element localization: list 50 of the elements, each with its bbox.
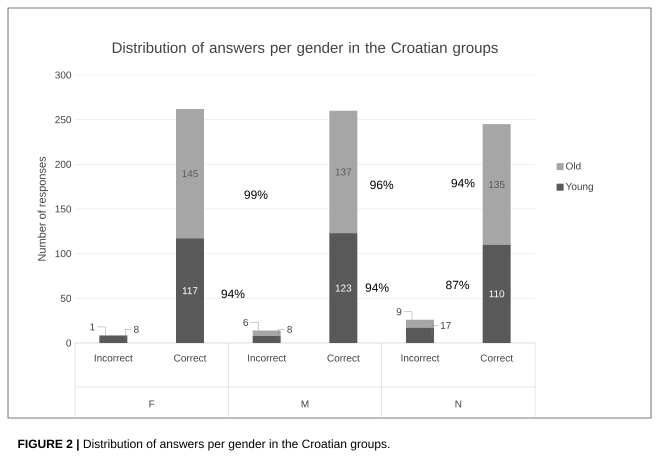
data-label: 110 — [489, 290, 504, 298]
annotation: 96% — [370, 180, 394, 190]
data-label: 9 — [396, 308, 402, 316]
text: F — [149, 400, 154, 408]
bar — [329, 233, 358, 343]
bar — [252, 336, 281, 343]
x-tick-label: Incorrect — [248, 354, 286, 362]
chart-title: Distribution of answers per gender in the Croatian groups — [112, 42, 498, 56]
data-label: 145 — [182, 170, 198, 178]
annotation: 94% — [221, 290, 245, 298]
data-label: 1 — [90, 324, 95, 330]
bar — [482, 244, 511, 343]
x-tick-label: Correct — [174, 354, 206, 362]
data-label: 135 — [489, 180, 505, 188]
x-tick-label: Incorrect — [401, 354, 440, 362]
annotation: 99% — [244, 190, 268, 199]
y-tick-label: 200 — [55, 160, 72, 168]
bar — [176, 238, 204, 343]
y-tick-label: 300 — [55, 71, 72, 79]
y-tick-label: 50 — [60, 294, 72, 302]
x-tick-label: Incorrect — [94, 354, 133, 362]
legend-label: Old — [566, 162, 581, 170]
x-tick-label: Correct — [327, 354, 360, 362]
y-axis-title: Number of responses — [38, 156, 48, 261]
bar — [406, 328, 434, 343]
y-tick-label: 100 — [56, 250, 72, 258]
annotation: 94% — [451, 178, 475, 188]
legend-label: Young — [566, 183, 593, 192]
bar — [406, 320, 434, 328]
bar — [252, 330, 281, 336]
data-label: 6 — [243, 318, 248, 326]
bar — [176, 108, 204, 238]
annotation: 94% — [366, 283, 389, 292]
data-label: 123 — [336, 284, 352, 292]
data-label: 117 — [182, 287, 198, 294]
data-label: 17 — [440, 322, 451, 329]
y-tick-label: 250 — [55, 116, 72, 124]
data-label: 8 — [134, 326, 139, 333]
text: M — [302, 400, 308, 408]
data-label: 8 — [287, 326, 292, 333]
y-tick-label: 150 — [56, 205, 72, 213]
bar — [99, 336, 128, 343]
x-tick-label: Correct — [480, 354, 513, 362]
text: FIGURE 2 | Distribution of answers per gender in the Croatian groups. — [18, 439, 390, 451]
annotation: 87% — [446, 280, 470, 290]
text: N — [456, 400, 462, 408]
data-label: 137 — [336, 168, 352, 176]
y-tick-label: 0 — [66, 339, 72, 347]
bar — [482, 124, 511, 245]
bar — [329, 110, 358, 234]
